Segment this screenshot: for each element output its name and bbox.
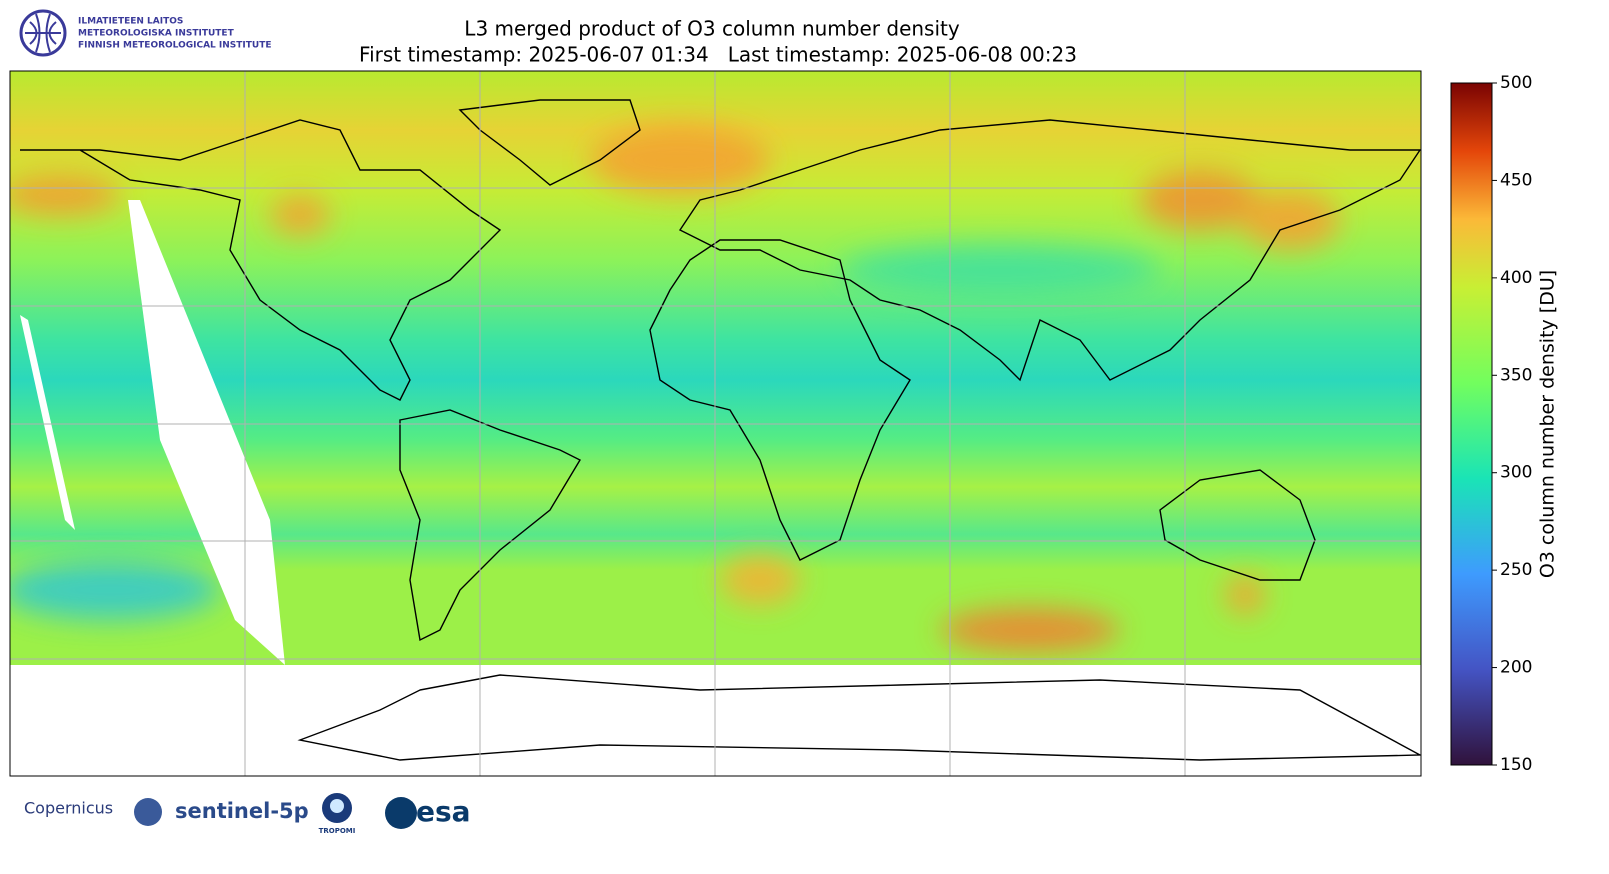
institute-line: FINNISH METEOROLOGICAL INSTITUTE bbox=[78, 41, 272, 51]
colorbar-tick-label: 450 bbox=[1500, 170, 1532, 190]
subtitle: First timestamp: 2025-06-07 01:34 Last t… bbox=[359, 43, 1077, 67]
colorbar-tick-label: 350 bbox=[1500, 365, 1532, 385]
colorbar-tick-label: 150 bbox=[1500, 755, 1532, 775]
colorbar-label: O3 column number density [DU] bbox=[1537, 270, 1559, 578]
institute-line: METEOROLOGISKA INSTITUTET bbox=[78, 29, 235, 39]
logo-icon bbox=[385, 797, 417, 829]
map bbox=[10, 71, 1421, 776]
logo-text: TROPOMI bbox=[319, 827, 356, 835]
map-frame bbox=[9, 70, 1422, 777]
colorbar-tick-label: 400 bbox=[1500, 268, 1532, 288]
colorbar-tick-label: 300 bbox=[1500, 463, 1532, 483]
institute-line: ILMATIETEEN LAITOS bbox=[78, 17, 183, 27]
title: L3 merged product of O3 column number de… bbox=[464, 17, 960, 41]
colorbar-tick-label: 500 bbox=[1500, 73, 1532, 93]
logo-icon bbox=[330, 799, 344, 813]
logo-text: sentinel-5p bbox=[175, 799, 309, 823]
colorbar-tick-label: 200 bbox=[1500, 658, 1532, 678]
colorbar bbox=[1450, 82, 1493, 766]
fmi-logo bbox=[19, 9, 67, 57]
colorbar-tick-label: 250 bbox=[1500, 560, 1532, 580]
logo-icon bbox=[134, 798, 162, 826]
logo-text: esa bbox=[416, 795, 471, 828]
logo-text: Copernicus bbox=[24, 799, 113, 818]
